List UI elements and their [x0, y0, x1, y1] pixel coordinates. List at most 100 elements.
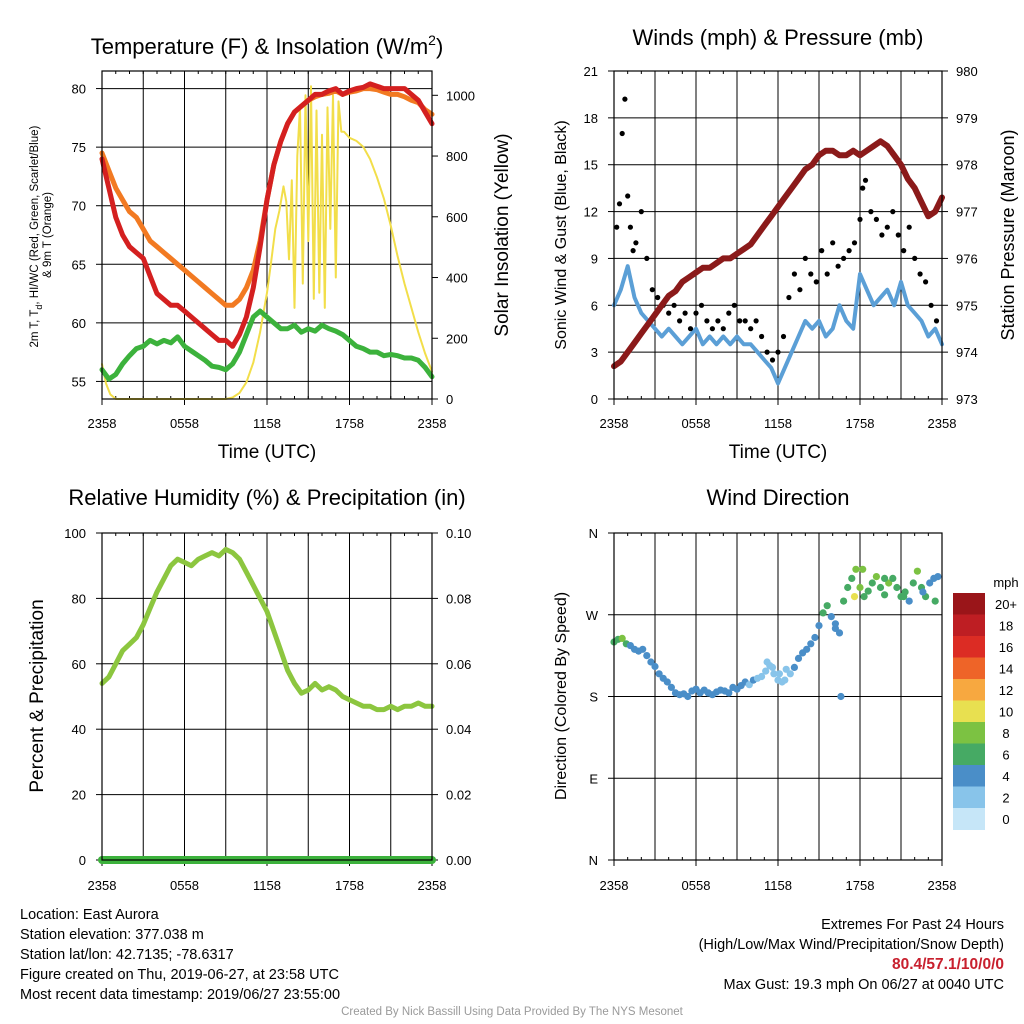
extremes-values: 80.4/57.1/10/0/0 [891, 956, 1004, 973]
y-tick-label: 70 [72, 199, 86, 214]
direction-point [823, 602, 831, 610]
gust-point [780, 333, 787, 340]
colorbar-swatch [953, 657, 985, 680]
colorbar-label: 0 [1002, 812, 1009, 827]
gust-point [627, 224, 634, 230]
y-tick-label: W [586, 608, 599, 623]
gust-point [655, 294, 661, 301]
y2-tick-label: 0.02 [446, 788, 471, 803]
extremes-title: Extremes For Past 24 Hours [821, 917, 1004, 933]
direction-point [770, 670, 778, 678]
direction-point [840, 597, 848, 605]
wind-direction-panel: Wind Direction Direction (Colored By Spe… [553, 485, 1019, 893]
direction-point [844, 583, 852, 592]
gust-point [677, 318, 683, 324]
gust-point [748, 326, 754, 332]
direction-point [684, 692, 692, 701]
y2-tick-label: 0.04 [446, 722, 471, 737]
x-tick-label: 2358 [600, 878, 629, 893]
gust-point [846, 248, 852, 254]
extremes-info: Extremes For Past 24 Hours (High/Low/Max… [699, 915, 1004, 995]
y-tick-label: 18 [584, 111, 598, 126]
gust-point [786, 294, 792, 301]
gust-point [616, 201, 623, 207]
direction-point [926, 579, 934, 587]
x-tick-label: 1158 [253, 416, 281, 431]
y-tick-label: 55 [72, 374, 86, 389]
y2-tick-label: 975 [956, 298, 978, 313]
y2-tick-label: 0.00 [446, 853, 471, 868]
gust-point [808, 271, 814, 277]
x-tick-label: 2358 [600, 416, 629, 431]
x-tick-label: 0558 [682, 416, 711, 431]
y-axis-label: Sonic Wind & Gust (Blue, Black) [553, 120, 570, 349]
y2-tick-label: 973 [956, 392, 978, 407]
recent-data-text: Most recent data timestamp: 2019/06/27 2… [20, 987, 341, 1003]
gust-point [791, 271, 798, 277]
gust-point [753, 318, 759, 324]
colorbar-label: 18 [999, 618, 1013, 633]
chart-title: Wind Direction [706, 485, 849, 510]
y2-tick-label: 0 [446, 392, 453, 407]
direction-point [762, 667, 770, 675]
gust-point [835, 263, 841, 269]
gust-point [860, 185, 866, 191]
gust-point [704, 318, 710, 324]
plot-frame [101, 70, 433, 400]
colorbar-label: 8 [1002, 726, 1009, 741]
direction-point [852, 565, 860, 573]
gust-point [715, 318, 721, 324]
colorbar-label: 16 [999, 640, 1013, 655]
series-line-temp [99, 81, 435, 349]
x-tick-label: 1758 [846, 878, 875, 893]
y-tick-label: 20 [72, 788, 86, 803]
direction-point [900, 593, 908, 601]
gust-point [923, 279, 929, 285]
direction-point [827, 613, 835, 621]
y-tick-label: 3 [591, 345, 598, 360]
direction-point [860, 593, 868, 601]
gust-point [917, 271, 923, 277]
gust-point [802, 255, 808, 261]
x-tick-label: 1158 [764, 416, 792, 431]
credit-text: Created By Nick Bassill Using Data Provi… [341, 1006, 683, 1018]
colorbar-label: 6 [1002, 747, 1009, 762]
direction-point [848, 574, 856, 583]
direction-point [864, 587, 872, 595]
gust-point [671, 302, 677, 308]
gust-point [928, 302, 934, 308]
x-tick-label: 1758 [846, 416, 875, 431]
x-tick-label: 1758 [335, 416, 364, 431]
direction-point [639, 645, 647, 653]
direction-point [831, 624, 840, 633]
gust-point [666, 310, 672, 316]
max-gust-text: Max Gust: 19.3 mph On 06/27 at 0040 UTC [723, 977, 1004, 993]
gust-point [884, 224, 890, 230]
station-info: Location: East Aurora Station elevation:… [20, 905, 340, 1005]
humidity-precipitation-panel: Relative Humidity (%) & Precipitation (i… [27, 485, 471, 893]
gust-point [742, 318, 748, 324]
direction-point [768, 663, 777, 672]
elevation-text: Station elevation: 377.038 m [20, 927, 204, 943]
direction-point [819, 609, 827, 617]
y-tick-label: 60 [72, 316, 86, 331]
gust-point [693, 310, 699, 316]
direction-point [889, 574, 897, 583]
gust-point [644, 255, 650, 261]
y-tick-label: 0 [79, 853, 86, 868]
gust-point [824, 271, 830, 277]
x-tick-label: 1158 [253, 878, 281, 893]
gust-point [687, 326, 694, 332]
direction-point [850, 593, 859, 601]
direction-point [881, 591, 889, 599]
gust-point [813, 279, 819, 285]
y-tick-label: 15 [584, 158, 598, 173]
y-axis-label: Direction (Colored By Speed) [553, 592, 570, 800]
colorbar-swatch [953, 765, 985, 787]
direction-point [913, 567, 922, 575]
y-tick-label: 40 [72, 722, 86, 737]
gust-point [614, 224, 620, 230]
y-tick-label: S [589, 690, 598, 705]
direction-point [885, 579, 893, 587]
